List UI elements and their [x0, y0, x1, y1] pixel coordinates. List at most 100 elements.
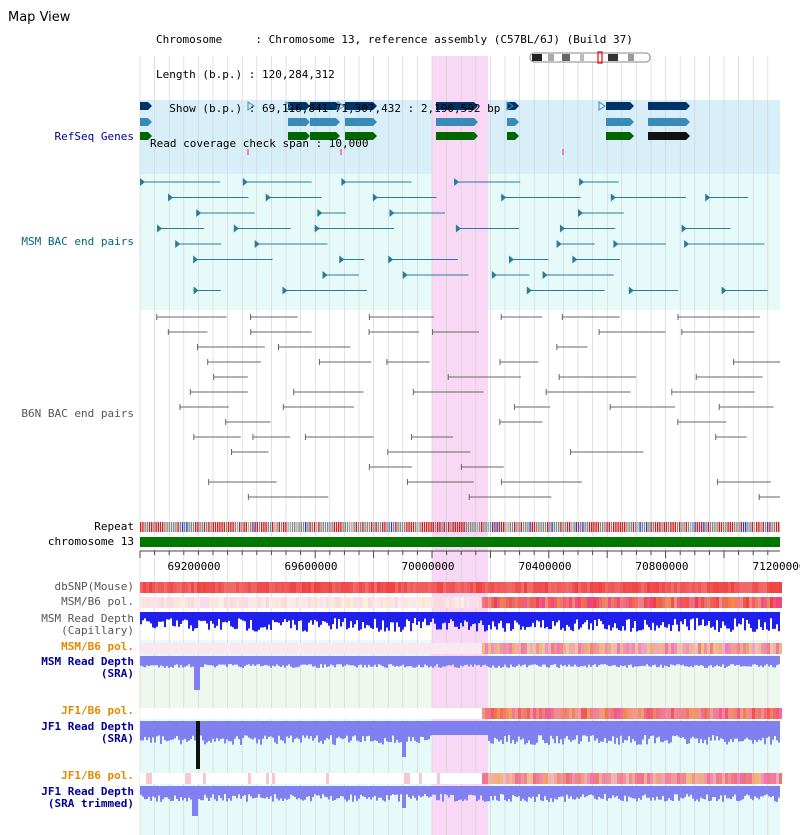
jf1-depth-sra-label[interactable]: JF1 Read Depth [41, 720, 134, 733]
jf1-pol-cell [296, 708, 299, 719]
jf1-pol-cell [155, 708, 158, 719]
msm-sra-depth-bar [222, 656, 224, 665]
msm-capillary-depth-bar [774, 612, 776, 629]
jf1-sra-depth-bar [406, 721, 408, 742]
jf1-b6-pol-label[interactable]: JF1/B6 pol. [61, 704, 134, 717]
refseq-track-label[interactable]: RefSeq Genes [54, 130, 134, 143]
msm-depth-sra-label[interactable]: MSM Read Depth [41, 655, 134, 668]
jf1-trim-pol-cell [743, 773, 746, 784]
msm-capillary-depth-bar [616, 612, 618, 629]
msm-sra-depth-bar [348, 656, 350, 665]
jf1-trim-depth-bar [582, 786, 584, 795]
msm-sra-pol-cell [311, 643, 314, 654]
msm-capillary-depth-bar [204, 612, 206, 621]
msm-pol-cell [419, 597, 422, 608]
jf1-b6-pol-trimmed-label[interactable]: JF1/B6 pol. [61, 769, 134, 782]
repeat-feature [505, 522, 507, 532]
jf1-pol-cell [455, 708, 458, 719]
jf1-trim-depth-bar [556, 786, 558, 800]
repeat-feature [742, 522, 745, 532]
jf1-sra-depth-bar [398, 721, 400, 743]
msm-sra-depth-bar [434, 656, 436, 667]
jf1-trim-pol-cell [752, 773, 755, 784]
jf1-sra-depth-bar [144, 721, 146, 737]
msm-capillary-depth-bar [152, 612, 154, 628]
jf1-sra-depth-bar [604, 721, 606, 739]
jf1-pol-cell [434, 708, 437, 719]
msm-capillary-depth-bar [266, 612, 268, 630]
jf1-depth-trimmed-label[interactable]: JF1 Read Depth [41, 785, 134, 798]
msm-sra-pol-cell [545, 643, 548, 654]
msm-pol-cell [653, 597, 656, 608]
msm-sra-depth-bar [518, 656, 520, 665]
jf1-trim-pol-cell [683, 773, 686, 784]
jf1-pol-cell [335, 708, 338, 719]
repeat-track-label[interactable]: Repeat [94, 520, 134, 533]
jf1-sra-depth-bar [188, 721, 190, 741]
msm-sra-depth-bar [422, 656, 424, 668]
dbsnp-cell [224, 582, 227, 593]
repeat-feature [500, 522, 503, 532]
msm-capillary-depth-bar [618, 612, 620, 631]
jf1-sra-depth-bar [642, 721, 644, 740]
jf1-pol-cell [326, 708, 329, 719]
msm-sra-depth-bar [486, 656, 488, 667]
msm-capillary-depth-bar [662, 612, 664, 623]
msm-pol-cell [761, 597, 764, 608]
msm-pol-cell [701, 597, 704, 608]
msm-sra-pol-cell [188, 643, 191, 654]
jf1-trim-depth-bar [384, 786, 386, 802]
msm-pol-cell [239, 597, 242, 608]
dbsnp-cell [713, 582, 716, 593]
msm-pol-cell [506, 597, 509, 608]
msm-sra-depth-bar [700, 656, 702, 666]
msm-sra-pol-cell [161, 643, 164, 654]
jf1-pol-cell [719, 708, 722, 719]
msm-b6-pol-sra-label[interactable]: MSM/B6 pol. [61, 640, 134, 653]
repeat-feature [443, 522, 445, 532]
b6n-bac-track-label[interactable]: B6N BAC end pairs [21, 407, 134, 420]
dbsnp-cell [146, 582, 149, 593]
msm-depth-capillary-label[interactable]: MSM Read Depth [41, 612, 134, 625]
msm-pol-cell [191, 597, 194, 608]
msm-capillary-depth-bar [304, 612, 306, 631]
msm-pol-cell [428, 597, 431, 608]
repeat-feature [373, 522, 375, 532]
repeat-feature [681, 522, 683, 532]
msm-bac-track-label[interactable]: MSM BAC end pairs [21, 235, 134, 248]
msm-capillary-depth-bar [452, 612, 454, 622]
jf1-pol-cell [206, 708, 209, 719]
repeat-feature [351, 522, 353, 532]
jf1-trim-pol-cell [350, 773, 353, 784]
jf1-pol-cell [389, 708, 392, 719]
msm-capillary-depth-bar [280, 612, 282, 626]
jf1-trim-pol-cell [356, 773, 359, 784]
msm-capillary-depth-bar [534, 612, 536, 628]
jf1-trim-depth-bar [620, 786, 622, 801]
repeat-feature [481, 522, 483, 532]
msm-capillary-depth-bar [288, 612, 290, 621]
jf1-trim-pol-cell [155, 773, 158, 784]
jf1-sra-depth-bar [298, 721, 300, 739]
jf1-trim-depth-bar [262, 786, 264, 799]
repeat-feature [434, 522, 437, 532]
msm-pol-cell [605, 597, 608, 608]
msm-b6-pol-label[interactable]: MSM/B6 pol. [61, 595, 134, 608]
msm-sra-depth-bar [144, 656, 146, 668]
dbsnp-track-label[interactable]: dbSNP(Mouse) [54, 580, 134, 593]
msm-sra-pol-cell [425, 643, 428, 654]
msm-sra-depth-bar [632, 656, 634, 668]
dbsnp-cell [191, 582, 194, 593]
repeat-feature [654, 522, 657, 532]
jf1-sra-depth-bar [276, 721, 278, 744]
msm-capillary-depth-bar [438, 612, 440, 630]
repeat-feature [236, 522, 239, 532]
jf1-trim-pol-cell [767, 773, 770, 784]
jf1-pol-cell [713, 708, 716, 719]
msm-sra-pol-cell [353, 643, 356, 654]
repeat-feature [459, 522, 461, 532]
msm-capillary-depth-bar [490, 612, 492, 630]
jf1-trim-depth-bar [552, 786, 554, 802]
jf1-pol-cell [272, 708, 275, 719]
